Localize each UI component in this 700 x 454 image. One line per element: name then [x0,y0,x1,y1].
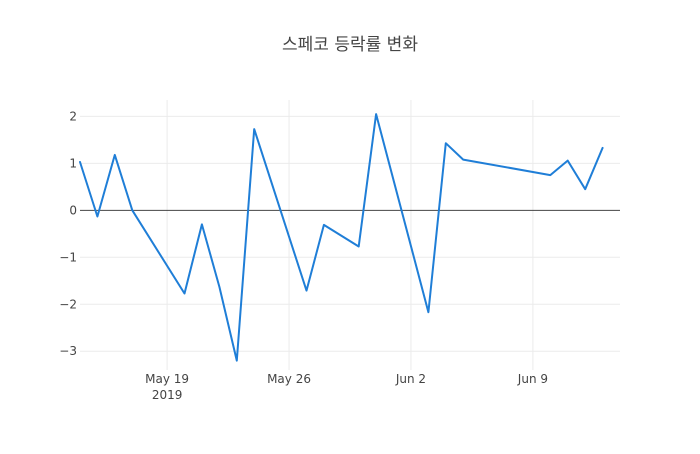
y-tick-label: 1 [69,156,77,170]
x-axis: May 19 2019 May 26 Jun 2 Jun 9 [145,372,548,402]
x-tick-label: Jun 2 [395,372,426,386]
x-tick-label: May 19 [145,372,189,386]
series-line [79,113,604,362]
grid-lines [80,100,620,370]
chart-title: 스페코 등락률 변화 [282,35,418,55]
y-tick-label: 0 [69,203,77,217]
y-tick-label: −2 [59,297,77,311]
x-tick-sublabel: 2019 [152,388,183,402]
series-layer [79,113,604,362]
x-tick-label: May 26 [267,372,311,386]
y-axis: −3 −2 −1 0 1 2 [59,109,77,358]
y-tick-label: −1 [59,250,77,264]
y-tick-label: −3 [59,344,77,358]
x-tick-label: Jun 9 [517,372,548,386]
y-tick-label: 2 [69,109,77,123]
